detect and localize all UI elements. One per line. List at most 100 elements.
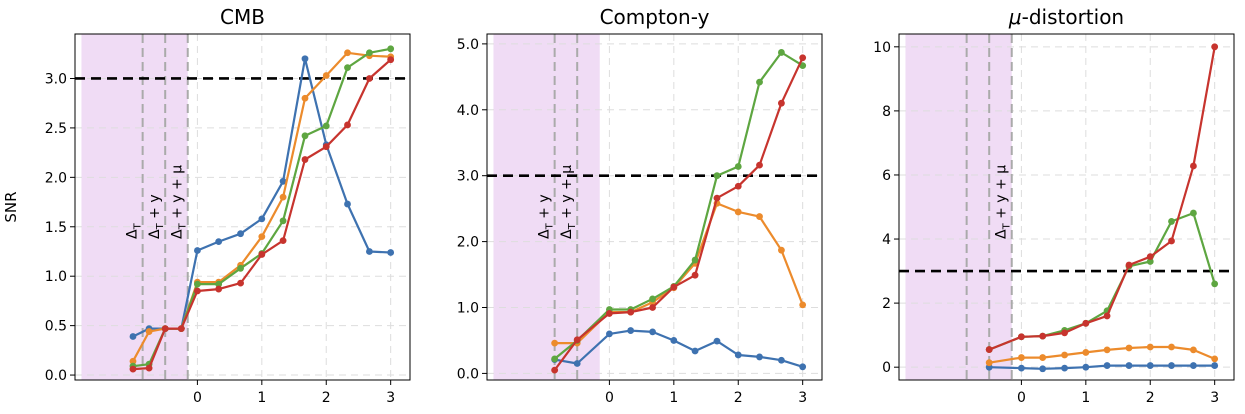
y-tick-label: 2.5 [45,121,67,137]
data-point [713,337,721,345]
data-point [756,78,763,86]
data-point [322,122,330,130]
y-axis-label: SNR [2,191,20,222]
data-point [1211,362,1219,369]
data-point [1125,344,1133,352]
data-point [1039,354,1047,361]
data-point [1211,355,1219,363]
data-point [387,45,395,53]
series-line-3 [553,57,804,371]
data-point [1018,364,1025,372]
data-point [1061,351,1068,359]
data-point [322,72,330,79]
data-point [279,217,287,225]
data-point [551,366,559,374]
data-point [1168,362,1175,369]
data-point [194,280,201,288]
data-point [1146,343,1154,351]
data-point [366,49,373,57]
data-point [129,357,137,365]
data-point [1190,162,1197,170]
data-point [1082,349,1090,356]
data-point [1190,346,1197,354]
vline-label-2: ΔT + y + μ [994,165,1013,239]
y-tick-label: 0.0 [45,368,67,384]
y-tick-label: 2.0 [457,235,479,251]
x-tick-label: 2 [322,390,331,406]
y-tick-label: 2 [882,296,891,312]
data-point [1018,354,1025,361]
data-point [1168,343,1175,351]
y-tick-label: 3.0 [45,71,67,87]
data-point [756,353,763,361]
data-point [1061,329,1068,337]
data-point [551,339,559,347]
data-point [649,304,656,311]
data-point [606,330,613,338]
data-point [1039,365,1047,373]
data-point [573,336,581,344]
data-point [366,75,373,82]
data-point [1190,209,1197,217]
x-tick-label: 3 [798,390,807,406]
x-tick-label: 0 [193,390,202,406]
data-point [1082,319,1090,327]
data-point [129,333,137,340]
x-tick-label: 2 [734,390,743,406]
y-tick-label: 4 [882,232,891,248]
y-tick-label: 5.0 [457,37,479,53]
data-point [215,285,223,293]
x-tick-label: 0 [605,390,614,406]
data-point [691,271,699,279]
data-point [713,194,721,202]
data-point [177,325,185,332]
x-tick-label: 1 [1081,390,1090,406]
data-point [734,351,742,359]
data-point [344,64,351,72]
data-point [215,238,223,246]
data-point [161,325,169,332]
data-point [734,208,742,216]
y-tick-label: 4.0 [457,103,479,119]
data-point [387,56,395,64]
data-point [778,49,785,56]
data-point [279,193,287,201]
data-point [778,356,785,364]
data-point [1211,280,1219,288]
data-point [1039,332,1047,340]
data-point [279,237,287,245]
data-point [713,172,721,180]
data-point [551,355,559,363]
data-point [301,94,309,102]
y-tick-label: 0.5 [45,319,67,335]
data-point [985,346,993,353]
data-point [129,365,137,373]
data-point [322,143,330,151]
data-point [145,364,153,372]
data-point [344,121,351,129]
data-point [1103,312,1111,320]
y-tick-label: 10 [873,40,891,56]
data-point [344,200,351,208]
y-tick-label: 3.0 [457,169,479,185]
data-point [1146,253,1154,261]
data-point [301,55,309,63]
y-tick-label: 1.0 [45,269,67,285]
data-point [194,247,201,254]
y-tick-label: 0 [882,360,891,376]
panel-title: CMB [220,5,265,29]
data-point [691,256,699,264]
data-point [649,328,656,336]
x-tick-label: 3 [386,390,395,406]
y-tick-label: 1.5 [45,220,67,236]
data-point [1082,363,1090,371]
panel-title: μ-distortion [1008,5,1124,29]
data-point [778,246,785,254]
data-point [649,295,656,303]
data-point [237,230,244,238]
data-point [1125,261,1133,269]
data-point [387,249,395,256]
x-tick-label: 1 [669,390,678,406]
data-point [799,301,807,309]
shaded-region [905,34,1012,380]
